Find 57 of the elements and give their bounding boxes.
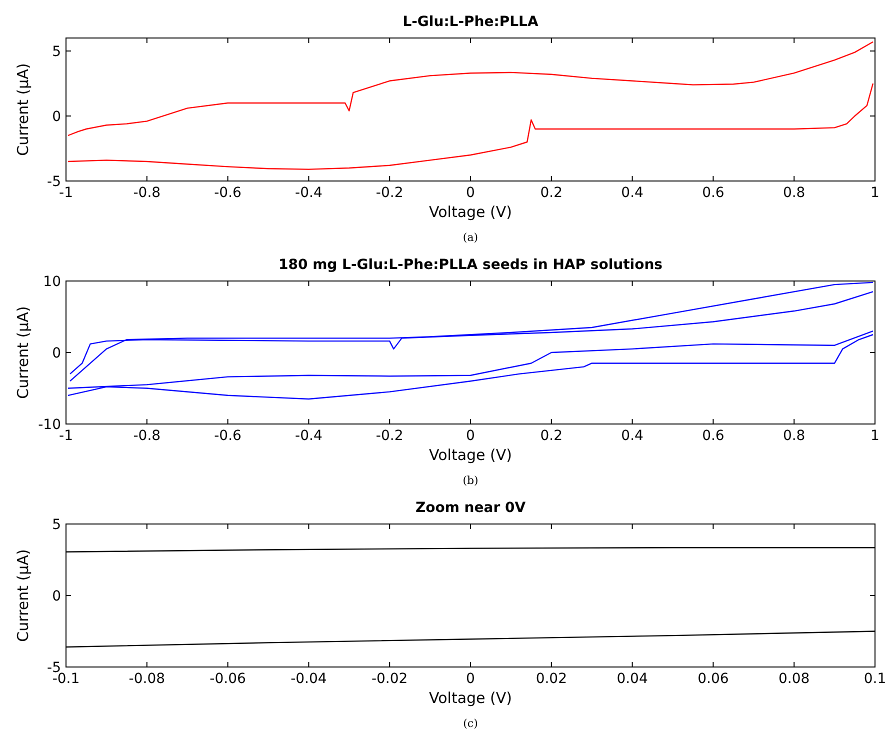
y-tick-label: 5 [52,517,61,533]
x-tick-label: 0.2 [540,185,563,201]
x-tick-label: 0.4 [621,185,644,201]
x-tick-label: 0 [466,428,475,444]
x-tick-label: -0.06 [210,671,246,687]
x-tick-label: -0.08 [128,671,166,687]
x-tick-label: 0.6 [702,428,724,444]
x-tick-label: 0.8 [782,185,806,201]
x-tick-label: -1 [59,428,73,444]
x-tick-label: -0.6 [214,428,242,444]
x-tick-label: -0.1 [52,671,80,687]
chart-title: L-Glu:L-Phe:PLLA [402,14,538,30]
line-series [67,41,874,136]
chart-title: Zoom near 0V [415,500,526,516]
x-tick-label: -0.8 [133,185,161,201]
x-tick-label: -0.04 [290,671,327,687]
y-axis-title: Current (μA) [14,549,32,642]
x-tick-label: 1 [870,428,880,444]
y-tick-label: -5 [47,174,61,190]
x-tick-label: 0.2 [540,428,563,444]
x-tick-label: 0.6 [702,185,724,201]
y-tick-label: 10 [43,274,61,290]
text: (b) [462,474,478,487]
text: (a) [462,231,478,244]
chart-title: 180 mg L-Glu:L-Phe:PLLA seeds in HAP solutions [278,257,663,273]
y-tick-label: 0 [52,109,61,125]
x-tick-label: -0.8 [133,428,161,444]
text: (c) [463,717,478,730]
x-tick-label: 0.08 [778,671,810,687]
x-tick-label: 0.8 [782,428,806,444]
x-tick-label: 1 [870,185,880,201]
x-tick-label: 0.04 [616,671,648,687]
x-tick-label: 0.1 [864,671,886,687]
y-tick-label: 0 [52,346,61,362]
x-tick-label: -0.6 [214,185,242,201]
x-axis-title: Voltage (V) [429,446,512,464]
x-tick-label: 0.06 [698,671,729,687]
line-series [69,282,874,382]
x-tick-label: 0.02 [536,671,567,687]
x-axis-title: Voltage (V) [429,203,512,221]
line-series [67,334,874,400]
x-tick-label: -1 [59,185,73,201]
y-axis-title: Current (μA) [14,63,32,156]
x-tick-label: -0.2 [376,185,404,201]
y-tick-label: 5 [52,44,61,60]
line-series [67,82,874,170]
x-tick-label: -0.2 [376,428,404,444]
x-tick-label: -0.4 [295,185,322,201]
x-tick-label: 0 [466,671,475,687]
y-axis-title: Current (μA) [14,306,32,399]
y-tick-label: 0 [52,588,61,604]
y-tick-label: -10 [38,417,61,433]
x-axis-title: Voltage (V) [429,689,512,707]
x-tick-label: 0.4 [621,428,644,444]
x-tick-label: -0.4 [295,428,322,444]
x-tick-label: -0.02 [371,671,408,687]
x-tick-label: 0 [466,185,475,201]
